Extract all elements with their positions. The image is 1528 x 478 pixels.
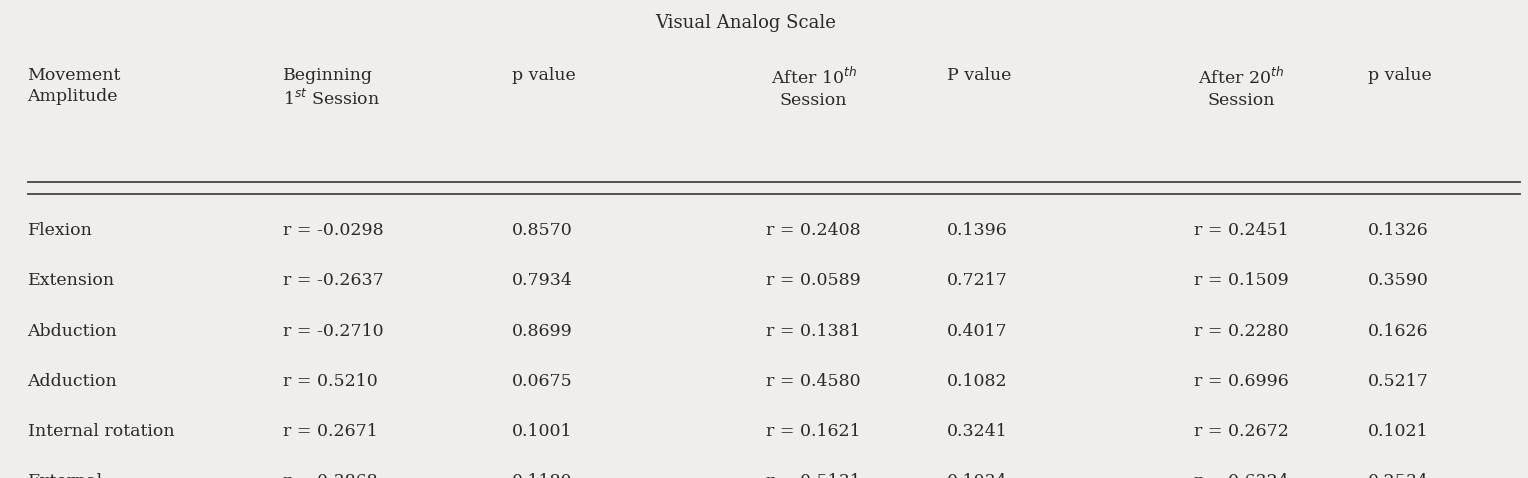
Text: r = 0.1381: r = 0.1381 (767, 323, 860, 340)
Text: 0.1082: 0.1082 (947, 373, 1008, 390)
Text: 0.1326: 0.1326 (1368, 222, 1429, 239)
Text: 0.1180: 0.1180 (512, 473, 573, 478)
Text: r = 0.2672: r = 0.2672 (1193, 423, 1290, 440)
Text: 0.5217: 0.5217 (1368, 373, 1429, 390)
Text: 0.4017: 0.4017 (947, 323, 1008, 340)
Text: r = 0.2280: r = 0.2280 (1193, 323, 1290, 340)
Text: 0.1021: 0.1021 (1368, 423, 1429, 440)
Text: After 20$^{th}$
Session: After 20$^{th}$ Session (1198, 67, 1285, 109)
Text: p value: p value (1368, 67, 1432, 84)
Text: External
rotation: External rotation (28, 473, 102, 478)
Text: Movement
Amplitude: Movement Amplitude (28, 67, 121, 105)
Text: r = -0.2710: r = -0.2710 (283, 323, 384, 340)
Text: r = 0.0589: r = 0.0589 (766, 272, 862, 290)
Text: r = 0.6996: r = 0.6996 (1193, 373, 1290, 390)
Text: 0.1396: 0.1396 (947, 222, 1008, 239)
Text: P value: P value (947, 67, 1012, 84)
Text: r = 0.2408: r = 0.2408 (767, 222, 860, 239)
Text: r = 0.5210: r = 0.5210 (283, 373, 377, 390)
Text: Adduction: Adduction (28, 373, 118, 390)
Text: 0.7217: 0.7217 (947, 272, 1008, 290)
Text: r = 0.2671: r = 0.2671 (283, 423, 377, 440)
Text: After 10$^{th}$
Session: After 10$^{th}$ Session (770, 67, 857, 109)
Text: r = 0.1621: r = 0.1621 (767, 423, 860, 440)
Text: 0.3590: 0.3590 (1368, 272, 1429, 290)
Text: r = 0.2451: r = 0.2451 (1193, 222, 1290, 239)
Text: r = 0.1509: r = 0.1509 (1193, 272, 1290, 290)
Text: 0.1626: 0.1626 (1368, 323, 1429, 340)
Text: Extension: Extension (28, 272, 115, 290)
Text: r = 0.4580: r = 0.4580 (767, 373, 860, 390)
Text: r = 0.6324: r = 0.6324 (1193, 473, 1290, 478)
Text: 0.2534: 0.2534 (1368, 473, 1429, 478)
Text: r = 0.3868: r = 0.3868 (283, 473, 377, 478)
Text: Visual Analog Scale: Visual Analog Scale (656, 14, 836, 33)
Text: 0.8570: 0.8570 (512, 222, 573, 239)
Text: Internal rotation: Internal rotation (28, 423, 174, 440)
Text: Flexion: Flexion (28, 222, 92, 239)
Text: r = -0.0298: r = -0.0298 (283, 222, 384, 239)
Text: 0.1034: 0.1034 (947, 473, 1008, 478)
Text: 0.7934: 0.7934 (512, 272, 573, 290)
Text: 0.0675: 0.0675 (512, 373, 573, 390)
Text: 0.1001: 0.1001 (512, 423, 573, 440)
Text: Beginning
1$^{st}$ Session: Beginning 1$^{st}$ Session (283, 67, 380, 109)
Text: Abduction: Abduction (28, 323, 118, 340)
Text: r = 0.5131: r = 0.5131 (766, 473, 862, 478)
Text: 0.3241: 0.3241 (947, 423, 1008, 440)
Text: p value: p value (512, 67, 576, 84)
Text: r = -0.2637: r = -0.2637 (283, 272, 384, 290)
Text: 0.8699: 0.8699 (512, 323, 573, 340)
